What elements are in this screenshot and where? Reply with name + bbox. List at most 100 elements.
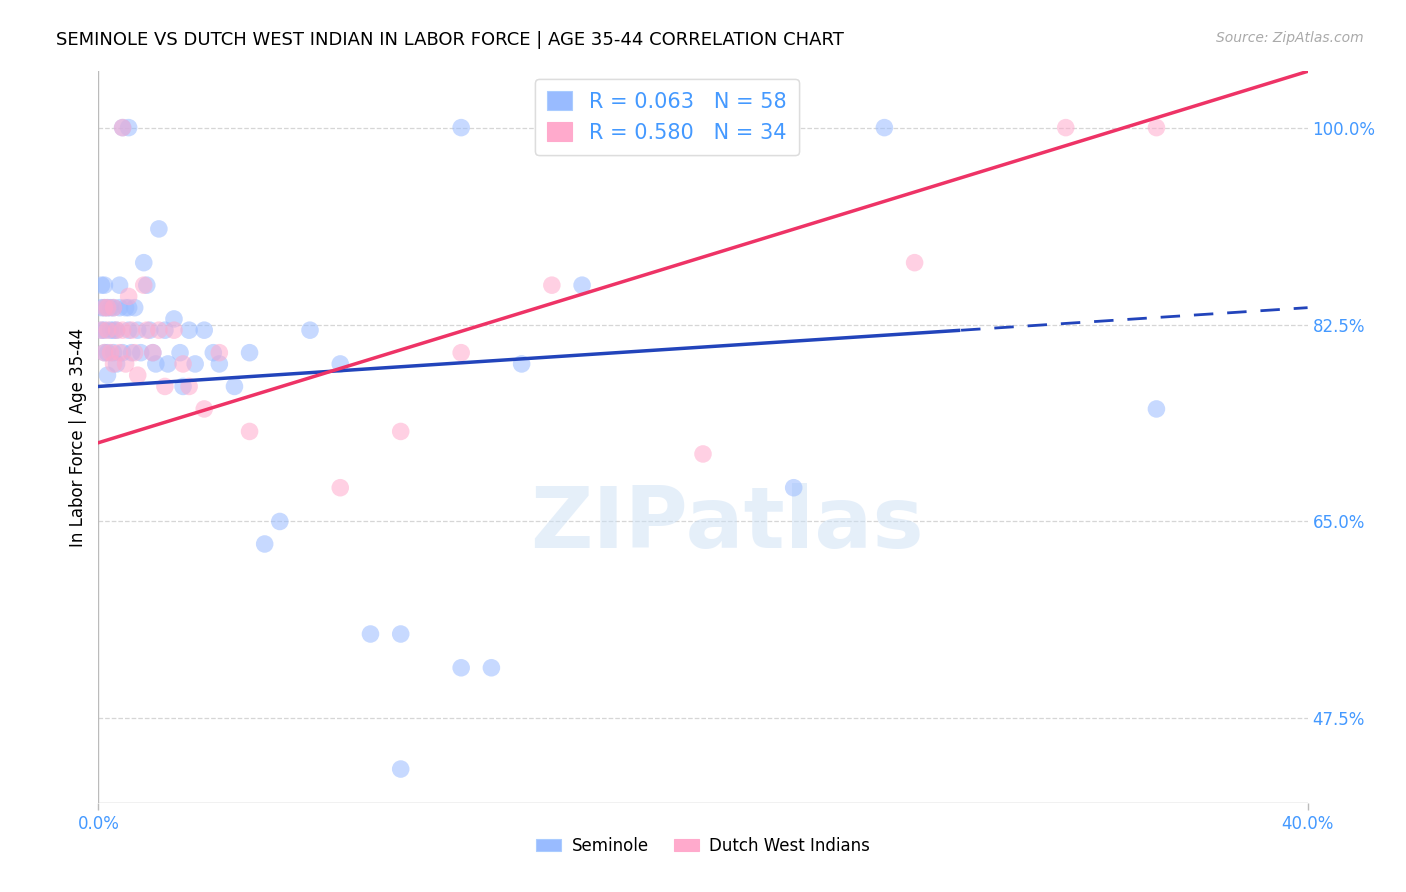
Point — [329, 481, 352, 495]
Point — [96, 345, 118, 359]
Point — [132, 278, 155, 293]
Point — [111, 120, 134, 135]
Legend: R = 0.063   N = 58, R = 0.580   N = 34: R = 0.063 N = 58, R = 0.580 N = 34 — [534, 78, 799, 155]
Point — [132, 255, 155, 269]
Point — [111, 323, 134, 337]
Point — [239, 425, 262, 439]
Point — [142, 345, 165, 359]
Point — [139, 323, 162, 337]
Point — [904, 255, 927, 269]
Point — [108, 278, 131, 293]
Point — [118, 323, 141, 337]
Point — [96, 368, 118, 383]
Point — [103, 345, 125, 359]
Point — [103, 301, 125, 315]
Point — [202, 345, 225, 359]
Point — [103, 301, 125, 315]
Point — [208, 357, 231, 371]
Point — [142, 345, 165, 359]
Point — [299, 323, 322, 337]
Point — [90, 323, 112, 337]
Point — [163, 323, 186, 337]
Point — [100, 323, 122, 337]
Point — [129, 345, 152, 359]
Point — [90, 323, 112, 337]
Text: ZIPatlas: ZIPatlas — [530, 483, 924, 566]
Point — [156, 357, 179, 371]
Point — [163, 312, 186, 326]
Point — [184, 357, 207, 371]
Point — [193, 401, 215, 416]
Point — [172, 357, 194, 371]
Point — [177, 323, 201, 337]
Point — [135, 323, 157, 337]
Point — [389, 425, 412, 439]
Point — [782, 481, 804, 495]
Point — [105, 323, 128, 337]
Point — [450, 345, 472, 359]
Point — [93, 345, 115, 359]
Point — [121, 345, 143, 359]
Point — [172, 379, 194, 393]
Point — [103, 357, 125, 371]
Point — [148, 323, 170, 337]
Point — [96, 301, 118, 315]
Point — [90, 278, 112, 293]
Point — [269, 515, 291, 529]
Point — [100, 301, 122, 315]
Point — [208, 345, 231, 359]
Point — [389, 627, 412, 641]
Point — [93, 323, 115, 337]
Point — [111, 120, 134, 135]
Point — [873, 120, 896, 135]
Point — [450, 661, 472, 675]
Point — [108, 301, 131, 315]
Point — [127, 368, 149, 383]
Point — [169, 345, 191, 359]
Point — [571, 278, 593, 293]
Point — [114, 357, 136, 371]
Point — [105, 323, 128, 337]
Point — [111, 345, 134, 359]
Point — [118, 301, 141, 315]
Point — [510, 357, 533, 371]
Point — [481, 661, 503, 675]
Point — [239, 345, 262, 359]
Point — [450, 120, 472, 135]
Point — [224, 379, 246, 393]
Point — [118, 120, 141, 135]
Point — [90, 301, 112, 315]
Point — [253, 537, 276, 551]
Point — [1054, 120, 1077, 135]
Point — [127, 323, 149, 337]
Point — [153, 379, 176, 393]
Point — [93, 301, 115, 315]
Point — [692, 447, 714, 461]
Point — [118, 289, 141, 303]
Point — [108, 345, 131, 359]
Point — [93, 301, 115, 315]
Legend: Seminole, Dutch West Indians: Seminole, Dutch West Indians — [530, 830, 876, 862]
Point — [145, 357, 167, 371]
Point — [177, 379, 201, 393]
Point — [135, 278, 157, 293]
Point — [96, 323, 118, 337]
Point — [121, 323, 143, 337]
Point — [148, 222, 170, 236]
Point — [93, 278, 115, 293]
Point — [96, 301, 118, 315]
Point — [103, 323, 125, 337]
Point — [193, 323, 215, 337]
Point — [93, 345, 115, 359]
Text: SEMINOLE VS DUTCH WEST INDIAN IN LABOR FORCE | AGE 35-44 CORRELATION CHART: SEMINOLE VS DUTCH WEST INDIAN IN LABOR F… — [56, 31, 844, 49]
Y-axis label: In Labor Force | Age 35-44: In Labor Force | Age 35-44 — [69, 327, 87, 547]
Point — [360, 627, 382, 641]
Point — [1144, 120, 1167, 135]
Point — [105, 357, 128, 371]
Point — [100, 345, 122, 359]
Point — [124, 345, 146, 359]
Point — [389, 762, 412, 776]
Point — [1144, 401, 1167, 416]
Point — [114, 301, 136, 315]
Point — [124, 301, 146, 315]
